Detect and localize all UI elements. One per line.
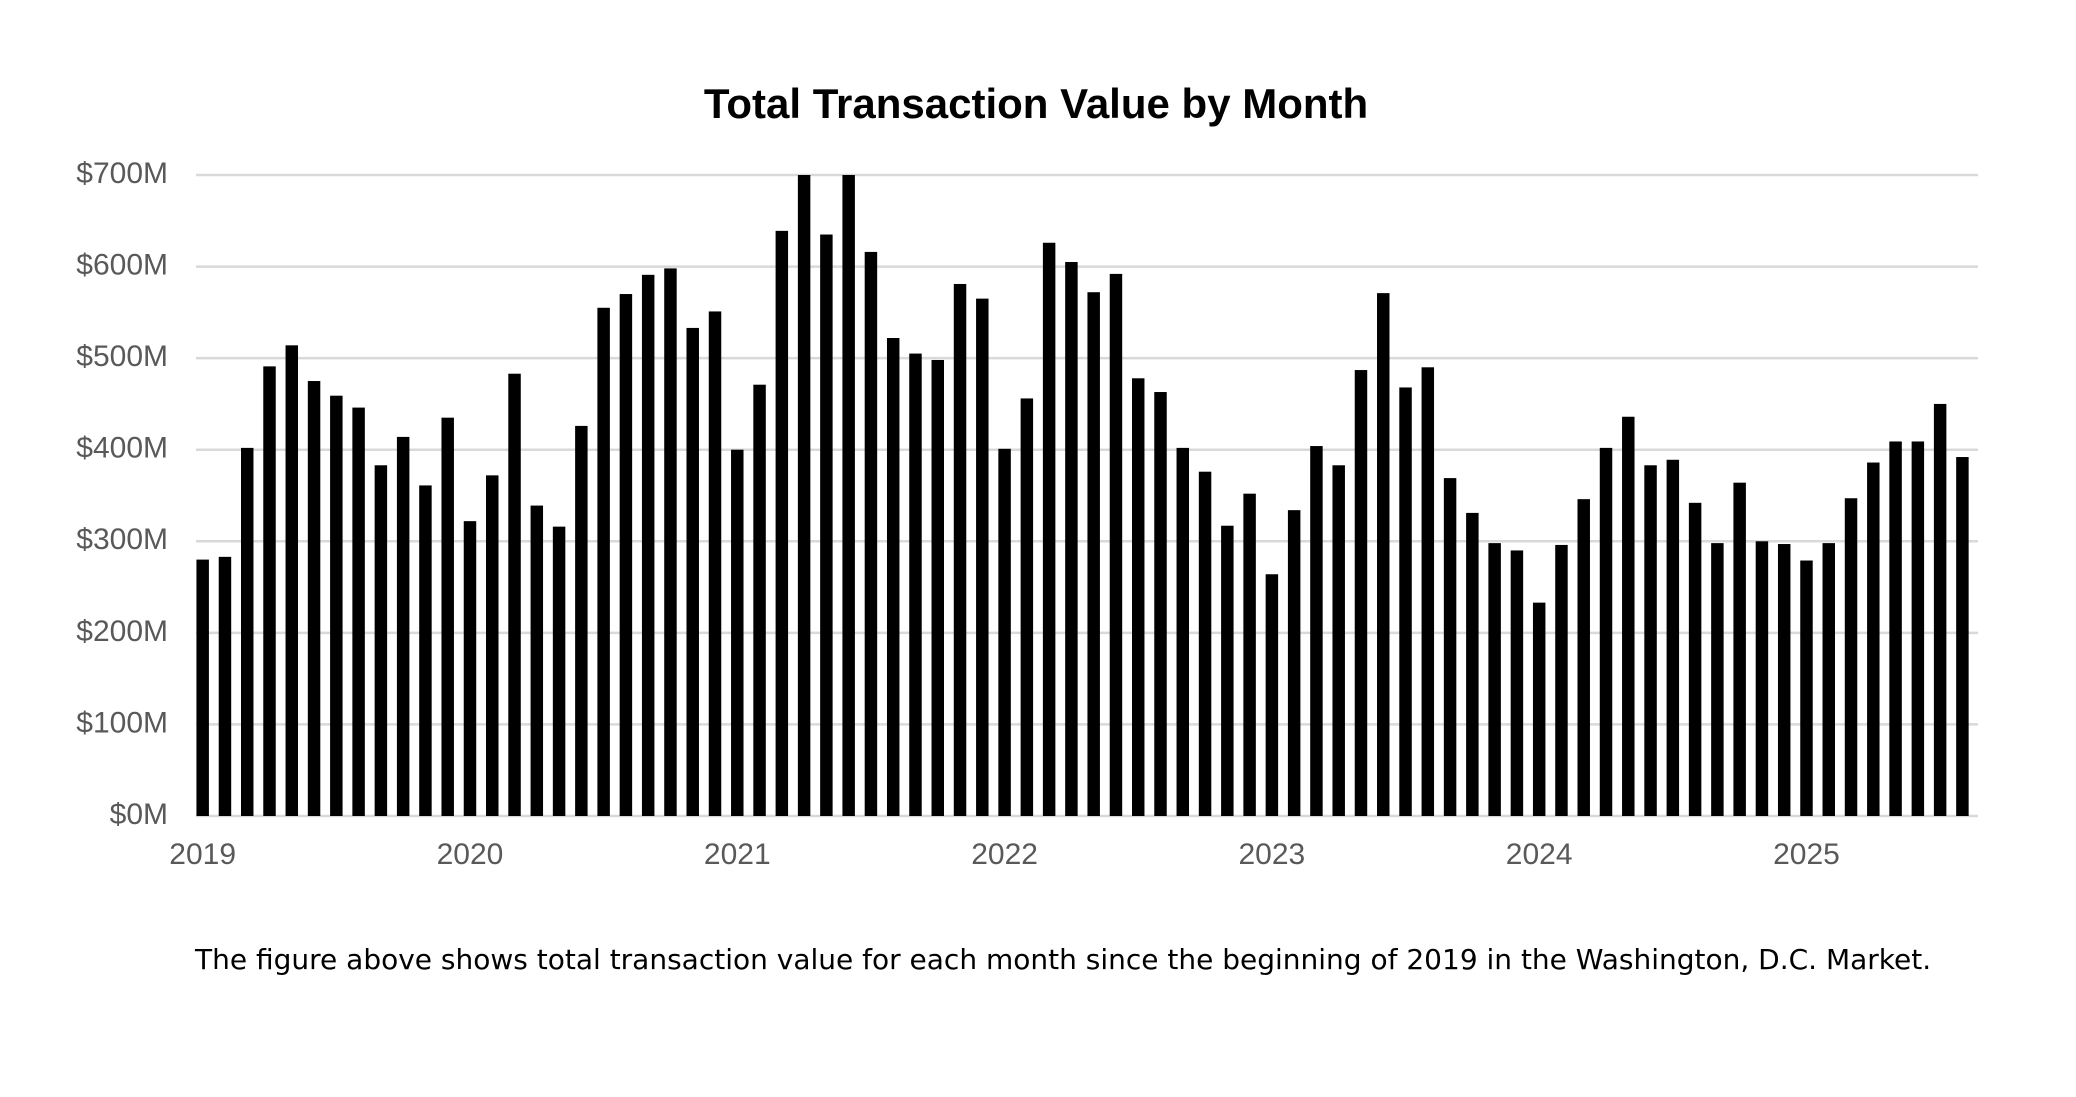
bar bbox=[352, 407, 365, 816]
chart-title: Total Transaction Value by Month bbox=[704, 80, 1368, 127]
bar bbox=[1622, 416, 1635, 816]
bar bbox=[1555, 544, 1568, 816]
bar bbox=[1065, 261, 1078, 816]
bar bbox=[641, 274, 655, 816]
bar bbox=[998, 448, 1011, 816]
bar bbox=[1822, 543, 1835, 816]
caption: The figure above shows total transaction… bbox=[194, 943, 1931, 976]
bar bbox=[1198, 471, 1212, 816]
bar bbox=[1221, 525, 1234, 816]
bar bbox=[1911, 441, 1925, 816]
bar bbox=[1265, 574, 1279, 816]
x-tick-label: 2020 bbox=[437, 838, 504, 871]
bar bbox=[1599, 447, 1613, 816]
bar bbox=[597, 307, 610, 816]
bar bbox=[686, 327, 699, 816]
bar bbox=[1577, 499, 1590, 816]
bar bbox=[886, 337, 900, 816]
bar bbox=[240, 447, 254, 816]
bar bbox=[1800, 560, 1813, 816]
bar bbox=[419, 485, 432, 816]
bar bbox=[218, 556, 232, 816]
bar bbox=[1956, 457, 1969, 816]
bar bbox=[864, 251, 878, 817]
bar bbox=[820, 234, 833, 816]
bar bbox=[508, 373, 521, 816]
bar bbox=[1020, 398, 1034, 816]
bar bbox=[1889, 441, 1902, 816]
bar bbox=[396, 436, 410, 816]
y-tick-label: $600M bbox=[76, 248, 168, 281]
bar bbox=[1154, 392, 1167, 816]
bar bbox=[731, 449, 744, 816]
bar bbox=[1688, 502, 1702, 816]
bar bbox=[664, 268, 677, 817]
y-tick-label: $400M bbox=[76, 432, 168, 465]
x-tick-label: 2025 bbox=[1773, 838, 1840, 871]
y-tick-label: $500M bbox=[76, 340, 168, 373]
x-tick-label: 2024 bbox=[1506, 838, 1573, 871]
bar bbox=[1666, 459, 1680, 816]
bar bbox=[1421, 367, 1435, 816]
bar bbox=[931, 359, 944, 816]
bar bbox=[575, 425, 588, 816]
bar bbox=[1310, 446, 1323, 816]
bar bbox=[1354, 370, 1368, 816]
bar bbox=[1867, 462, 1880, 816]
bar bbox=[530, 505, 544, 816]
bar bbox=[196, 559, 209, 816]
bar bbox=[1644, 465, 1657, 816]
bar bbox=[909, 353, 922, 816]
bar bbox=[1332, 465, 1345, 816]
bar bbox=[1777, 544, 1791, 816]
bar bbox=[1443, 478, 1457, 816]
bar bbox=[330, 395, 343, 816]
bar bbox=[1087, 292, 1100, 816]
bar bbox=[1042, 242, 1056, 816]
bar bbox=[1733, 482, 1746, 816]
bar bbox=[263, 366, 276, 816]
bar bbox=[842, 175, 855, 816]
bar bbox=[708, 311, 722, 816]
y-tick-label: $200M bbox=[76, 615, 168, 648]
bar bbox=[463, 521, 477, 816]
bar bbox=[1711, 543, 1724, 816]
bar bbox=[953, 283, 967, 817]
bar bbox=[1933, 403, 1947, 816]
bar bbox=[285, 345, 299, 816]
bar bbox=[441, 417, 454, 816]
bar bbox=[1532, 602, 1546, 816]
y-tick-label: $0M bbox=[110, 798, 168, 831]
bar bbox=[1131, 378, 1145, 816]
bar bbox=[1844, 498, 1858, 816]
x-tick-label: 2022 bbox=[971, 838, 1038, 871]
bar bbox=[1109, 273, 1123, 816]
bar bbox=[1176, 447, 1190, 816]
bar bbox=[1399, 387, 1412, 816]
bar bbox=[976, 298, 989, 816]
y-tick-label: $300M bbox=[76, 523, 168, 556]
bar bbox=[486, 475, 499, 816]
x-tick-label: 2023 bbox=[1239, 838, 1306, 871]
bar bbox=[619, 294, 633, 816]
y-tick-label: $700M bbox=[76, 157, 168, 190]
bar bbox=[1755, 541, 1769, 816]
bar bbox=[775, 230, 789, 816]
bar bbox=[1488, 543, 1501, 816]
x-tick-label: 2019 bbox=[169, 838, 236, 871]
x-tick-label: 2021 bbox=[704, 838, 771, 871]
bar bbox=[307, 381, 321, 816]
bar bbox=[797, 175, 811, 816]
bar bbox=[552, 526, 566, 816]
bar bbox=[753, 384, 766, 816]
y-tick-label: $100M bbox=[76, 706, 168, 739]
bar bbox=[1377, 293, 1390, 816]
bar bbox=[1243, 493, 1256, 816]
bar bbox=[1287, 510, 1301, 816]
bar bbox=[1510, 550, 1524, 816]
bar bbox=[1466, 512, 1479, 816]
bar bbox=[374, 465, 388, 816]
